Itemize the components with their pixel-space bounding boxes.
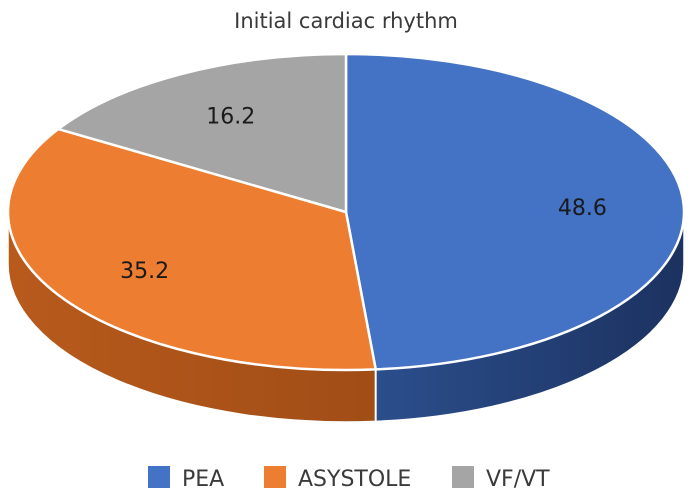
pie-slice-pea [344, 52, 686, 371]
legend-swatch [264, 466, 286, 488]
pie-slice-vf-vt [57, 52, 348, 214]
data-label-pea: 48.6 [558, 196, 607, 221]
legend-label: VF/VT [486, 467, 550, 492]
legend-label: ASYSTOLE [298, 467, 411, 492]
data-label-vf-vt: 16.2 [206, 104, 255, 129]
chart-legend: PEA ASYSTOLE VF/VT [148, 466, 550, 492]
legend-swatch [452, 466, 474, 488]
data-label-asystole: 35.2 [120, 259, 169, 284]
legend-swatch [148, 466, 170, 488]
legend-item-vf-vt: VF/VT [452, 466, 550, 492]
legend-label: PEA [182, 467, 224, 492]
legend-item-asystole: ASYSTOLE [264, 466, 411, 492]
legend-item-pea: PEA [148, 466, 224, 492]
pie-data-labels: 48.6 35.2 16.2 [120, 104, 607, 284]
pie-slice-asystole [6, 127, 377, 372]
pie-tops [6, 52, 686, 372]
chart-title: Initial cardiac rhythm [234, 9, 458, 33]
